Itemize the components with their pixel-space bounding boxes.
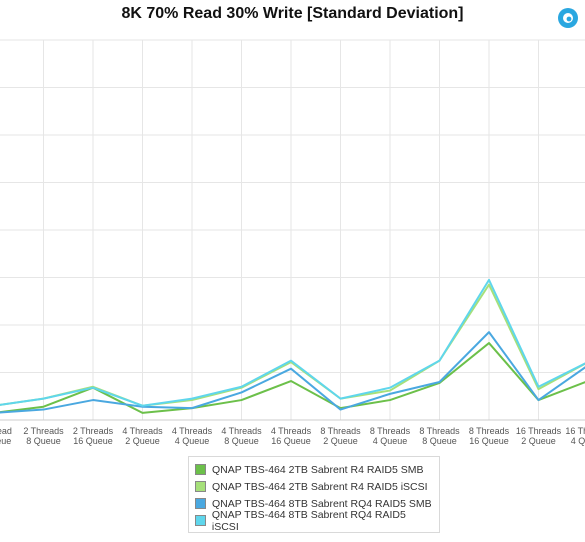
legend-item[interactable]: QNAP TBS-464 8TB Sabrent RQ4 RAID5 iSCSI [195,509,433,533]
x-tick-label: 8 Threads 2 Queue [320,426,361,446]
logo-icon [558,8,578,28]
series-line-2[interactable] [0,283,585,407]
series-line-1[interactable] [0,342,585,414]
legend-swatch [195,515,206,526]
x-tick-label: 1 Thread4 Queue [0,426,12,446]
x-tick-label: 2 Threads 8 Queue [23,426,64,446]
x-tick-label: 16 Threads 2 Queue [516,426,562,446]
legend-item[interactable]: QNAP TBS-464 8TB Sabrent RQ4 RAID5 SMB [195,495,433,512]
legend-label: QNAP TBS-464 8TB Sabrent RQ4 RAID5 SMB [212,497,432,510]
series-line-4[interactable] [0,278,585,407]
legend-swatch [195,481,206,492]
legend-label: QNAP TBS-464 2TB Sabrent R4 RAID5 SMB [212,463,424,476]
legend-label: QNAP TBS-464 8TB Sabrent RQ4 RAID5 iSCSI [211,508,406,533]
x-tick-label: 8 Threads 4 Queue [370,426,411,446]
chart-title: 8K 70% Read 30% Write [Standard Deviatio… [121,5,464,22]
x-tick-label: 2 Threads 16 Queue [73,426,114,446]
x-tick-label: 4 Threads 2 Queue [122,426,163,446]
legend-item[interactable]: QNAP TBS-464 2TB Sabrent R4 RAID5 iSCSI [195,478,433,495]
legend-item[interactable]: QNAP TBS-464 2TB Sabrent R4 RAID5 SMB [195,461,433,478]
legend: QNAP TBS-464 2TB Sabrent R4 RAID5 SMB QNA… [188,456,440,533]
legend-label: QNAP TBS-464 2TB Sabrent R4 RAID5 iSCSI [212,480,428,493]
series-line-3[interactable] [0,331,585,414]
legend-swatch [195,498,206,509]
legend-swatch [195,464,206,475]
x-tick-label: 8 Threads 8 Queue [419,426,460,446]
x-tick-label: 8 Threads 16 Queue [469,426,510,446]
x-tick-label: 4 Threads 8 Queue [221,426,262,446]
x-tick-label: 4 Threads 16 Queue [271,426,312,446]
x-tick-label: 4 Threads 4 Queue [172,426,213,446]
